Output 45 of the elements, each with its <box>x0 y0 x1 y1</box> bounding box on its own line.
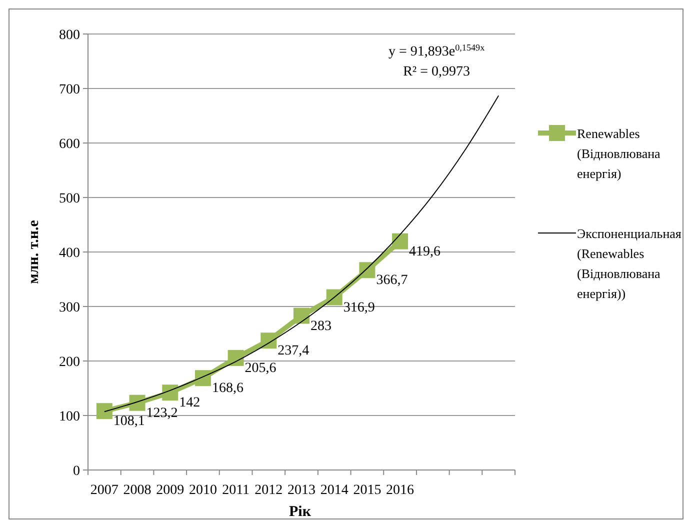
point <box>392 233 408 250</box>
data-label: 168,6 <box>212 381 244 396</box>
point <box>129 394 146 411</box>
data-label: 283 <box>310 318 332 334</box>
point <box>162 384 178 401</box>
y-axis-title: млн. т.н.е <box>26 220 42 284</box>
x-axis-title: Рік <box>289 504 312 520</box>
data-label: 237,4 <box>278 344 310 359</box>
data-label: 316,9 <box>343 300 375 316</box>
y-tick-label: 0 <box>73 464 80 479</box>
x-tick-label: 2010 <box>188 483 217 498</box>
data-label: 108,1 <box>113 414 145 430</box>
point <box>294 308 310 324</box>
point <box>96 403 112 420</box>
x-tick-label: 2015 <box>353 483 382 498</box>
annotation: R² = 0,9973 <box>403 64 470 80</box>
y-tick-label: 200 <box>59 355 80 370</box>
point <box>359 262 376 278</box>
data-label: 142 <box>179 396 200 411</box>
y-tick-label: 300 <box>59 300 80 316</box>
y-tick-label: 100 <box>59 410 80 424</box>
y-tick-label: 600 <box>59 137 80 152</box>
y-tick-label: 500 <box>59 192 80 206</box>
annotation: y = 91,893e$^{0,1549x}$ <box>388 42 486 60</box>
legend-label: Экспоненциальная (Renewables (Відновлювана енергія)) <box>577 226 682 301</box>
point <box>260 332 277 349</box>
data-label: 366,7 <box>376 273 408 288</box>
point <box>326 289 342 306</box>
data-label: 205,6 <box>244 360 276 376</box>
y-tick-label: 400 <box>59 246 80 261</box>
legend-label: Renewables (Відновлювана енергія) <box>577 126 661 181</box>
data-label: 123,2 <box>146 406 178 421</box>
point <box>228 350 244 366</box>
x-tick-label: 2013 <box>288 483 316 498</box>
x-tick-label: 2007 <box>90 483 118 498</box>
x-tick-label: 2014 <box>320 483 348 498</box>
x-tick-label: 2009 <box>156 483 184 498</box>
y-tick-label: 700 <box>59 82 80 98</box>
point <box>194 370 211 386</box>
x-tick-label: 2012 <box>254 483 283 498</box>
x-tick-label: 2008 <box>123 483 152 498</box>
x-tick-label: 2016 <box>386 483 414 498</box>
x-tick-label: 2011 <box>222 483 250 498</box>
data-label: 419,6 <box>409 244 441 260</box>
y-tick-label: 800 <box>59 28 80 43</box>
